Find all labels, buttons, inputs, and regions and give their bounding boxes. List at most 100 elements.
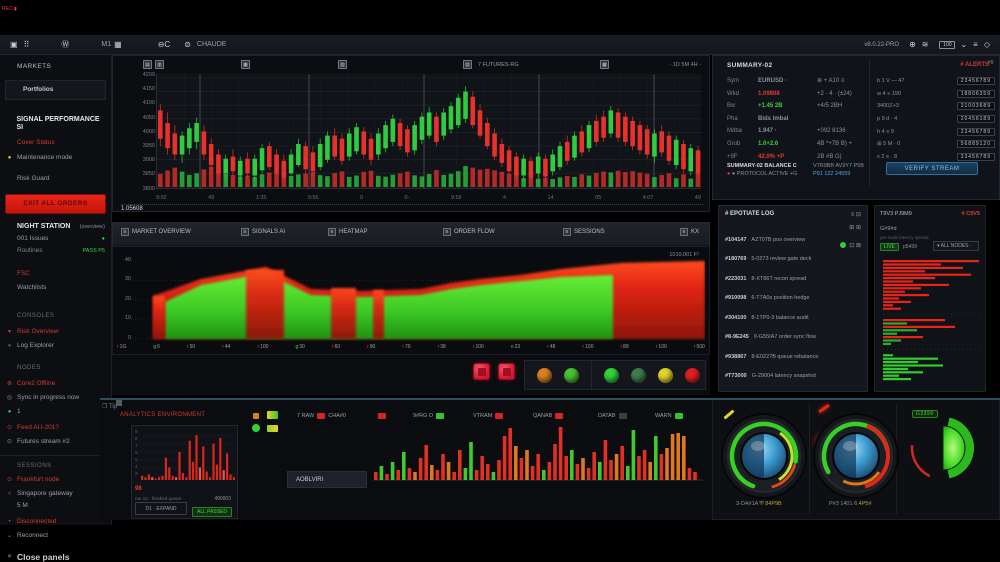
log-row[interactable]: #910098 6-T7A0s position hedge (725, 289, 845, 309)
log-row[interactable]: #938867 8-E0227B queue rebalance (725, 347, 845, 367)
sidebar-item[interactable]: FSC (0, 270, 111, 278)
logo-icon[interactable]: Ⓦ (61, 40, 70, 49)
status-light[interactable] (631, 367, 646, 383)
flow-legend-item[interactable] (375, 413, 389, 419)
sidebar-item[interactable]: NIGHT STATION (overview) (0, 223, 111, 231)
semi-gauge[interactable] (909, 408, 989, 488)
sidebar-item[interactable]: • Disconnected (0, 518, 111, 526)
sidebar-item[interactable]: EXIT ALL ORDERS (5, 194, 106, 214)
verify-stream-button[interactable]: VERIFY STREAM (886, 162, 978, 175)
menu-item-selected[interactable]: AOBLVIRI (287, 471, 367, 488)
sidebar-item[interactable] (0, 455, 111, 456)
sidebar-item[interactable]: Routines PASS P5 (0, 247, 111, 255)
log-row[interactable]: #223031 8-XT86T recon spread (725, 269, 845, 289)
tab[interactable]: ≡ SESSIONS (563, 228, 605, 236)
grid-icon[interactable]: ▦ (114, 40, 122, 49)
sidebar-item[interactable]: ● Log Explorer (0, 342, 111, 350)
status-light[interactable] (658, 367, 673, 383)
tab[interactable]: ≡ MARKET OVERVIEW (121, 228, 191, 236)
flow-legend-item[interactable]: VTRAM (473, 413, 506, 419)
expand-button[interactable]: D1 · EXPAND (135, 502, 187, 515)
tab[interactable]: ≡ ORDER FLOW (443, 228, 495, 236)
chevron-down-icon[interactable]: ⌄ (960, 40, 968, 49)
summary-row[interactable]: +9F 42.0% +P 2B #B G) (727, 151, 867, 164)
signal-icon[interactable]: ≋ (921, 40, 929, 49)
flow-legend-item[interactable]: 7 RAW CHA#0 (297, 413, 346, 419)
chart-tool-icon[interactable]: ▧ (338, 60, 347, 69)
log-row[interactable]: #T73000 G-29004 latency snapshot (725, 367, 845, 387)
timeframe-label[interactable]: · 1D 5M 4H · (669, 62, 701, 68)
alert-row[interactable]: h 4 ≡ 9 23456789 (877, 125, 995, 138)
gauge-dial-a[interactable] (720, 412, 808, 500)
sidebar-item[interactable]: ⊙ Feed AU-201? (0, 424, 111, 432)
sidebar-item[interactable]: Watchlists (0, 284, 111, 292)
window-icon[interactable]: ▣ (10, 40, 18, 49)
log-toolbar-icons[interactable]: ≡ ⊟ (850, 212, 861, 218)
sidebar-item[interactable]: ○ Singapore gateway (0, 490, 111, 498)
alert-row[interactable]: b 1 V — 47 23456789 (877, 75, 995, 88)
summary-row[interactable]: Sym EURUSD · ⊕ + A10 ≡ (727, 75, 867, 88)
sidebar-item[interactable]: ✕ Close panels (0, 553, 111, 562)
tab[interactable]: ≡ KX (680, 228, 699, 236)
flow-legend-item[interactable]: DATAB (598, 413, 630, 419)
summary-row[interactable]: Pha Bids Imbal (727, 113, 867, 126)
diamond-icon[interactable]: ◇ (983, 40, 990, 49)
alert-row[interactable]: ⊞ 5 M · 0 56889120 (877, 138, 995, 151)
tab[interactable]: ≡ SIGNALS AI (241, 228, 285, 236)
status-light[interactable] (564, 367, 579, 383)
summary-row[interactable]: Wkd 1.09808 +2 · 4 · (±24) (727, 88, 867, 101)
gauge-dial-b[interactable] (812, 412, 900, 500)
grip-icon[interactable]: ⠿ (23, 40, 30, 49)
log-row[interactable]: #104147 AZT07B pos overview (725, 230, 845, 250)
alert-row[interactable]: 3400Z+3 31003689 (877, 100, 995, 113)
sidebar-item[interactable]: CONSOLES (0, 312, 111, 320)
flow-legend-item[interactable]: 9#RG O (413, 413, 447, 419)
sidebar-item[interactable]: SIGNAL PERFORMANCE SI (0, 116, 111, 132)
alert-row[interactable]: p 9 d · 4 20456189 (877, 113, 995, 126)
node-filter-dropdown[interactable]: ▾ ALL NODES · (933, 241, 979, 251)
tab[interactable]: ≡ HEATMAP (328, 228, 368, 236)
log-row[interactable]: #304100 8-1TP0-3 balance audit (725, 308, 845, 328)
globe-icon[interactable]: ⊕ (909, 40, 916, 49)
sidebar-item[interactable]: Risk Guard (0, 175, 111, 183)
area-chart[interactable] (131, 258, 705, 344)
sidebar-item[interactable]: MARKETS (0, 63, 111, 71)
log-row[interactable]: #8-9E245 0-G55IA7 order sync flow (725, 328, 845, 348)
sidebar-item[interactable]: ⊗ Core2 Offline (0, 380, 111, 388)
chart-tool-icon[interactable]: ▤ (143, 60, 152, 69)
order-flow-bar-chart[interactable] (373, 427, 703, 494)
sidebar-item[interactable]: ● 1 (0, 408, 111, 416)
sidebar-item[interactable]: ⊙ Futures stream #2 (0, 438, 111, 446)
sidebar-item[interactable]: Cover Status (0, 139, 111, 147)
log-view-icons[interactable]: ⊞ ⊞ (849, 225, 861, 231)
stop-button[interactable] (498, 363, 515, 380)
menu-icon[interactable]: ≡ (973, 40, 978, 49)
sidebar-item[interactable]: ● Maintenance mode (0, 154, 111, 162)
alert-row[interactable]: w 4 ≡ 190 18806359 (877, 88, 995, 101)
flow-legend-item[interactable]: WARN (655, 413, 686, 419)
sidebar-item[interactable]: 5 M (0, 502, 111, 510)
sidebar-item[interactable]: ▾ Risk Overview (0, 328, 111, 336)
chart-tool-icon[interactable]: ▩ (600, 60, 609, 69)
back-icon[interactable]: ⊖C (157, 40, 171, 49)
sidebar-item[interactable]: Portfolios (5, 80, 106, 100)
summary-row[interactable]: Grub 1.0+2.6 4B *+7B B) + (727, 138, 867, 151)
alert-row[interactable]: x 2 ≡ · 8 23456789 (877, 151, 995, 164)
sidebar-item[interactable]: ⊙ Frankfurt node (0, 476, 111, 484)
chart-tool-icon[interactable]: ▨ (463, 60, 472, 69)
sidebar-item[interactable]: ◎ Sync in progress now (0, 394, 111, 402)
sidebar-item[interactable]: NODES (0, 364, 111, 372)
sidebar-item[interactable]: ⌄ Reconnect (0, 532, 111, 540)
summary-row[interactable]: Bw +1.45 2B +4/5 2BH (727, 100, 867, 113)
sidebar-item[interactable]: SESSIONS (0, 462, 111, 470)
status-light[interactable] (685, 367, 700, 383)
summary-row[interactable]: Mdba 1.947 · +092 8136 (727, 125, 867, 138)
log-row[interactable]: #180769 5-0273 review gate deck (725, 250, 845, 270)
status-light[interactable] (537, 367, 552, 383)
alarm-button[interactable] (473, 363, 490, 380)
status-light[interactable] (604, 367, 619, 383)
chart-tool-icon[interactable]: ▦ (241, 60, 250, 69)
candlestick-plot[interactable] (156, 74, 702, 189)
chart-tool-icon[interactable]: ▥ (155, 60, 164, 69)
sidebar-item[interactable]: 001 Issues ● (0, 235, 111, 243)
